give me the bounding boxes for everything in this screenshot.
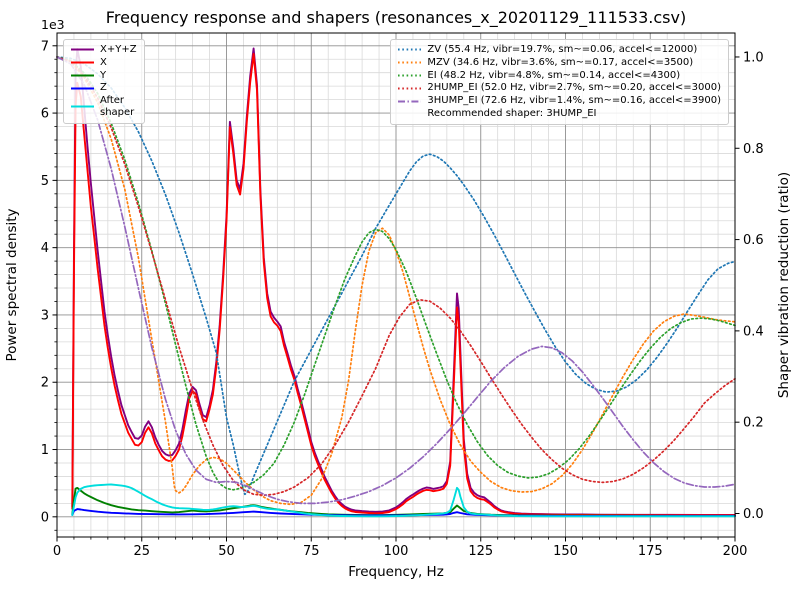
- legend-entry-MZV: MZV (34.6 Hz, vibr=3.6%, sm~=0.17, accel…: [397, 57, 721, 69]
- legend-shapers: ZV (55.4 Hz, vibr=19.7%, sm~=0.06, accel…: [390, 39, 729, 125]
- legend-label: EI (48.2 Hz, vibr=4.8%, sm~=0.14, accel<…: [427, 69, 681, 81]
- legend-entry-2HUMP_EI: 2HUMP_EI (52.0 Hz, vibr=2.7%, sm~=0.20, …: [397, 82, 721, 94]
- y-left-tick-label: 7: [41, 39, 49, 54]
- legend-label: ZV (55.4 Hz, vibr=19.7%, sm~=0.06, accel…: [427, 44, 698, 55]
- legend-line-sample: [71, 48, 94, 51]
- legend-label: X+Y+Z: [100, 44, 137, 55]
- x-tick-label: 125: [468, 544, 493, 559]
- curve-shaper-EI: [56, 56, 736, 491]
- curve-psd-x: [71, 52, 736, 517]
- legend-label: 3HUMP_EI (72.6 Hz, vibr=1.4%, sm~=0.16, …: [427, 95, 721, 107]
- legend-entry-after-shaper: After shaper: [70, 95, 137, 119]
- x-tick-label: 100: [384, 544, 409, 559]
- legend-entry-x: X: [70, 57, 137, 69]
- legend-line-sample: [398, 100, 422, 103]
- y-right-tick-label: 0.8: [743, 142, 764, 157]
- y-left-tick-label: 1: [41, 443, 49, 458]
- y-left-tick-label: 3: [41, 308, 49, 323]
- y-left-tick-label: 0: [41, 510, 49, 525]
- y-left-tick-label: 6: [41, 107, 49, 122]
- legend-label: X: [100, 56, 107, 68]
- legend-line-sample: [398, 61, 422, 64]
- x-tick-label: 200: [723, 544, 748, 559]
- x-tick-label: 25: [133, 544, 150, 559]
- y-right-axis-label: Shaper vibration reduction (ratio): [776, 172, 792, 398]
- y-right-tick-label: 0.6: [743, 233, 764, 248]
- x-tick-label: 75: [303, 544, 320, 559]
- y-left-tick-label: 4: [41, 241, 49, 256]
- x-tick-label: 0: [53, 544, 61, 559]
- legend-entry-y: Y: [70, 70, 137, 82]
- legend-entry-sum: X+Y+Z: [70, 44, 137, 56]
- chart-title: Frequency response and shapers (resonanc…: [106, 8, 686, 28]
- curve-psd-after-shaper: [71, 483, 736, 518]
- legend-label: 2HUMP_EI (52.0 Hz, vibr=2.7%, sm~=0.20, …: [427, 82, 721, 94]
- legend-line-sample: [71, 74, 94, 77]
- legend-label: After shaper: [100, 95, 135, 118]
- legend-line-sample: [398, 48, 422, 51]
- legend-label: Y: [100, 69, 107, 81]
- legend-line-sample: [398, 87, 422, 90]
- y-right-tick-label: 1.0: [743, 50, 764, 65]
- legend-line-sample: [398, 74, 422, 77]
- legend-psd: X+Y+Z X Y Z After shaper: [63, 39, 145, 124]
- y-right-tick-label: 0.2: [743, 416, 764, 431]
- legend-entry-z: Z: [70, 82, 137, 94]
- plot-area: 0 25 50 75 100 125 150 175 200 0 1 2 3 4 5 6 7 0.0 0.2 0.4 0…: [41, 32, 764, 559]
- y-offset-label: 1e3: [41, 17, 65, 32]
- curve-shaper-3HUMP_EI: [56, 56, 736, 505]
- x-tick-label: 175: [638, 544, 663, 559]
- x-axis-label: Frequency, Hz: [348, 564, 444, 580]
- legend-label: Z: [100, 82, 107, 94]
- y-right-tick-label: 0.4: [743, 324, 764, 339]
- y-left-tick-label: 5: [41, 174, 49, 189]
- legend-label: MZV (34.6 Hz, vibr=3.6%, sm~=0.17, accel…: [427, 56, 694, 68]
- legend-entry-EI: EI (48.2 Hz, vibr=4.8%, sm~=0.14, accel<…: [397, 70, 721, 82]
- y-right-tick-label: 0.0: [743, 507, 764, 522]
- curve-shaper-MZV: [56, 56, 736, 506]
- curve-psd-sum: [71, 47, 736, 516]
- legend-blank-sample: [397, 108, 422, 119]
- x-tick-label: 50: [218, 544, 235, 559]
- legend-line-sample: [71, 61, 94, 64]
- y-left-axis-label: Power spectral density: [4, 208, 20, 361]
- x-tick-label: 150: [553, 544, 578, 559]
- curve-shaper-2HUMP_EI: [56, 56, 736, 497]
- curve-psd-z: [71, 508, 736, 518]
- y-left-tick-label: 2: [41, 376, 49, 391]
- legend-entry-3HUMP_EI: 3HUMP_EI (72.6 Hz, vibr=1.4%, sm~=0.16, …: [397, 95, 721, 107]
- legend-label: Recommended shaper: 3HUMP_EI: [427, 107, 597, 119]
- legend-line-sample: [71, 87, 94, 90]
- legend-entry-ZV: ZV (55.4 Hz, vibr=19.7%, sm~=0.06, accel…: [397, 44, 721, 56]
- legend-line-sample: [71, 106, 94, 108]
- legend-entry-recommendation: Recommended shaper: 3HUMP_EI: [397, 108, 721, 120]
